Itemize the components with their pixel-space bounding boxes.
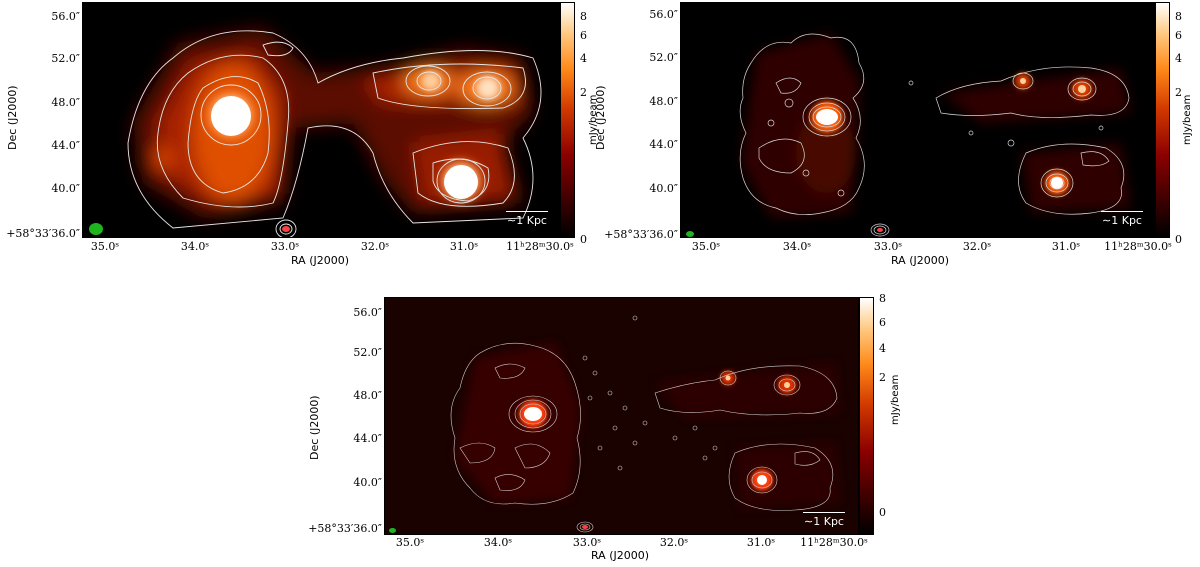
ra-tick: 35.0ˢ	[90, 240, 120, 253]
dec-tick: 44.0″	[649, 138, 678, 151]
dec-axis-label: Dec (J2000)	[594, 85, 607, 150]
colorbar-tick: 0	[580, 233, 587, 246]
colorbar-tick: 0	[1175, 233, 1182, 246]
dec-tick: +58°33′36.0″	[308, 522, 382, 535]
ra-tick: 11ʰ28ᵐ30.0ˢ	[506, 240, 574, 253]
dec-tick: 52.0″	[353, 346, 382, 359]
image-frame-2: ∼1 Kpc	[680, 2, 1155, 238]
ra-tick: 31.0ˢ	[449, 240, 479, 253]
beam-ellipse	[89, 223, 103, 235]
colorbar-1	[560, 2, 575, 238]
colorbar-3	[859, 297, 874, 535]
colorbar-tick: 4	[879, 342, 886, 355]
image-frame-3: ∼1 Kpc	[384, 297, 859, 535]
dec-axis-label: Dec (J2000)	[6, 85, 19, 150]
dec-tick: +58°33′36.0″	[604, 228, 678, 241]
scale-bar: ∼1 Kpc	[506, 211, 548, 227]
ra-axis-label: RA (J2000)	[890, 254, 950, 267]
scale-bar-label: ∼1 Kpc	[804, 515, 844, 528]
scale-bar: ∼1 Kpc	[1101, 211, 1143, 227]
colorbar-tick: 4	[1175, 52, 1182, 65]
ra-tick: 34.0ˢ	[782, 240, 812, 253]
colorbar-label: mJy/beam	[1182, 94, 1193, 145]
dec-tick: 40.0″	[51, 182, 80, 195]
radio-map-3	[385, 298, 858, 534]
colorbar-label: mJy/beam	[890, 374, 901, 425]
ra-tick: 11ʰ28ᵐ30.0ˢ	[800, 536, 868, 549]
colorbar-tick: 8	[879, 292, 886, 305]
dec-tick: 48.0″	[649, 95, 678, 108]
panel-1: Dec (J2000) 56.0″ 52.0″ 48.0″ 44.0″ 40.0…	[0, 0, 600, 270]
beam-ellipse	[389, 528, 396, 533]
colorbar-tick: 6	[879, 316, 886, 329]
dec-tick: 48.0″	[51, 96, 80, 109]
colorbar-tick: 0	[879, 506, 886, 519]
dec-tick: 40.0″	[353, 476, 382, 489]
ra-axis-label: RA (J2000)	[590, 549, 650, 562]
scale-bar-label: ∼1 Kpc	[507, 214, 547, 227]
colorbar-2	[1155, 2, 1170, 238]
beam-ellipse	[686, 231, 694, 237]
colorbar-tick: 8	[580, 10, 587, 23]
dec-tick: 48.0″	[353, 389, 382, 402]
colorbar-tick: 2	[879, 371, 886, 384]
colorbar-tick: 8	[1175, 10, 1182, 23]
ra-tick: 34.0ˢ	[180, 240, 210, 253]
dec-tick: 52.0″	[649, 51, 678, 64]
dec-tick: 56.0″	[649, 8, 678, 21]
ra-tick: 32.0ˢ	[962, 240, 992, 253]
ra-axis-label: RA (J2000)	[290, 254, 350, 267]
ra-tick: 32.0ˢ	[360, 240, 390, 253]
dec-tick: 52.0″	[51, 52, 80, 65]
radio-map-1	[83, 3, 559, 237]
dec-tick: +58°33′36.0″	[6, 227, 80, 240]
colorbar-tick: 6	[1175, 29, 1182, 42]
colorbar-tick: 6	[580, 29, 587, 42]
ra-tick: 33.0ˢ	[572, 536, 602, 549]
ra-tick: 33.0ˢ	[270, 240, 300, 253]
radio-map-2	[681, 3, 1154, 237]
ra-tick: 11ʰ28ᵐ30.0ˢ	[1104, 240, 1172, 253]
colorbar-tick: 4	[580, 52, 587, 65]
dec-tick: 44.0″	[51, 139, 80, 152]
ra-tick: 31.0ˢ	[746, 536, 776, 549]
colorbar-tick: 2	[1175, 86, 1182, 99]
ra-tick: 35.0ˢ	[395, 536, 425, 549]
panel-2: Dec (J2000) 56.0″ 52.0″ 48.0″ 44.0″ 40.0…	[594, 0, 1200, 270]
dec-tick: 44.0″	[353, 432, 382, 445]
colorbar-tick: 2	[580, 86, 587, 99]
dec-tick: 56.0″	[51, 10, 80, 23]
ra-tick: 34.0ˢ	[483, 536, 513, 549]
panel-3: Dec (J2000) 56.0″ 52.0″ 48.0″ 44.0″ 40.0…	[300, 290, 901, 567]
ra-tick: 35.0ˢ	[691, 240, 721, 253]
ra-tick: 31.0ˢ	[1051, 240, 1081, 253]
ra-tick: 32.0ˢ	[659, 536, 689, 549]
dec-tick: 56.0″	[353, 306, 382, 319]
scale-bar-label: ∼1 Kpc	[1102, 214, 1142, 227]
ra-tick: 33.0ˢ	[873, 240, 903, 253]
image-frame-1: ∼1 Kpc	[82, 2, 560, 238]
scale-bar: ∼1 Kpc	[803, 512, 845, 528]
dec-tick: 40.0″	[649, 182, 678, 195]
dec-axis-label: Dec (J2000)	[308, 395, 321, 460]
